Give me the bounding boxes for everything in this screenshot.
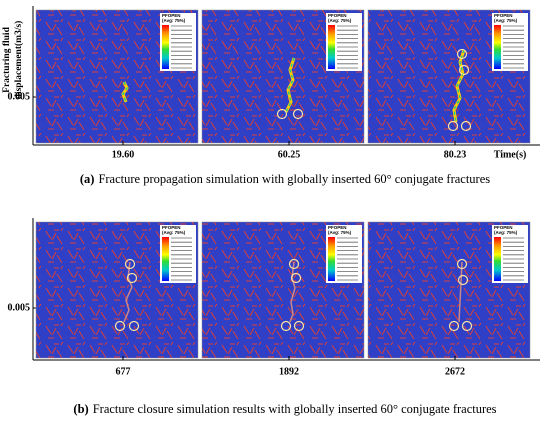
- fracture-core: [453, 49, 465, 123]
- color-bar: [162, 237, 169, 281]
- marker-circle: [456, 258, 468, 270]
- marker-circle: [457, 274, 469, 286]
- sim-panel: PFOPEN(Avg: 75%): [35, 9, 199, 144]
- legend-subtitle: (Avg: 75%): [328, 18, 352, 23]
- marker-circle: [276, 108, 288, 120]
- marker-circle: [293, 320, 305, 332]
- legend-title: PFOPEN: [328, 13, 347, 18]
- color-bar: [328, 25, 335, 69]
- legend-title: PFOPEN: [494, 225, 513, 230]
- x-axis-label: Time(s): [494, 149, 527, 160]
- legend-title: PFOPEN: [494, 13, 513, 18]
- marker-circle: [448, 320, 460, 332]
- x-tick-label: 19.60: [112, 149, 135, 160]
- color-bar: [494, 25, 501, 69]
- x-tick-label: 1892: [279, 366, 299, 377]
- marker-circle: [456, 48, 468, 60]
- y-tick-label: 0.005: [8, 302, 31, 313]
- legend-subtitle: (Avg: 75%): [494, 18, 518, 23]
- x-tick-label: 2672: [445, 366, 465, 377]
- fracture: [458, 261, 463, 323]
- legend-subtitle: (Avg: 75%): [494, 230, 518, 235]
- y-tick-label: 0.005: [8, 91, 31, 102]
- y-axis-label: displacement(m3/s): [13, 21, 24, 100]
- marker-circle: [461, 320, 473, 332]
- caption: (a) Fracture propagation simulation with …: [80, 172, 490, 186]
- x-tick-label: 677: [116, 366, 131, 377]
- marker-circle: [460, 120, 472, 132]
- legend-subtitle: (Avg: 75%): [162, 230, 186, 235]
- marker-circle: [128, 320, 140, 332]
- marker-circle: [126, 272, 138, 284]
- caption-tag: (b): [73, 402, 88, 416]
- marker-circle: [124, 258, 136, 270]
- marker-circle: [447, 120, 459, 132]
- legend-subtitle: (Avg: 75%): [328, 230, 352, 235]
- marker-circle: [458, 64, 470, 76]
- caption-text: Fracture propagation simulation with glo…: [98, 172, 490, 186]
- sim-panel: PFOPEN(Avg: 75%): [367, 9, 531, 144]
- caption: (b) Fracture closure simulation results w…: [73, 402, 496, 416]
- marker-circle: [114, 320, 126, 332]
- marker-circle: [280, 320, 292, 332]
- legend-subtitle: (Avg: 75%): [162, 18, 186, 23]
- x-tick-label: 80.23: [444, 149, 467, 160]
- y-axis-label: Fracturing fluid: [2, 26, 12, 92]
- fracture-core: [285, 57, 295, 113]
- legend-title: PFOPEN: [162, 225, 181, 230]
- marker-circle: [292, 108, 304, 120]
- color-bar: [494, 237, 501, 281]
- sim-panel: PFOPEN(Avg: 75%): [201, 9, 365, 144]
- marker-circle: [290, 272, 302, 284]
- caption-tag: (a): [80, 172, 95, 186]
- caption-text: Fracture closure simulation results with…: [93, 402, 497, 416]
- sim-panel: PFOPEN(Avg: 75%): [35, 221, 199, 359]
- x-tick-label: 60.25: [278, 149, 301, 160]
- legend-title: PFOPEN: [328, 225, 347, 230]
- color-bar: [328, 237, 335, 281]
- marker-circle: [288, 258, 300, 270]
- sim-panel: PFOPEN(Avg: 75%): [367, 221, 531, 359]
- legend-title: PFOPEN: [162, 13, 181, 18]
- fracture-core: [122, 81, 128, 103]
- color-bar: [162, 25, 169, 69]
- sim-panel: PFOPEN(Avg: 75%): [201, 221, 365, 359]
